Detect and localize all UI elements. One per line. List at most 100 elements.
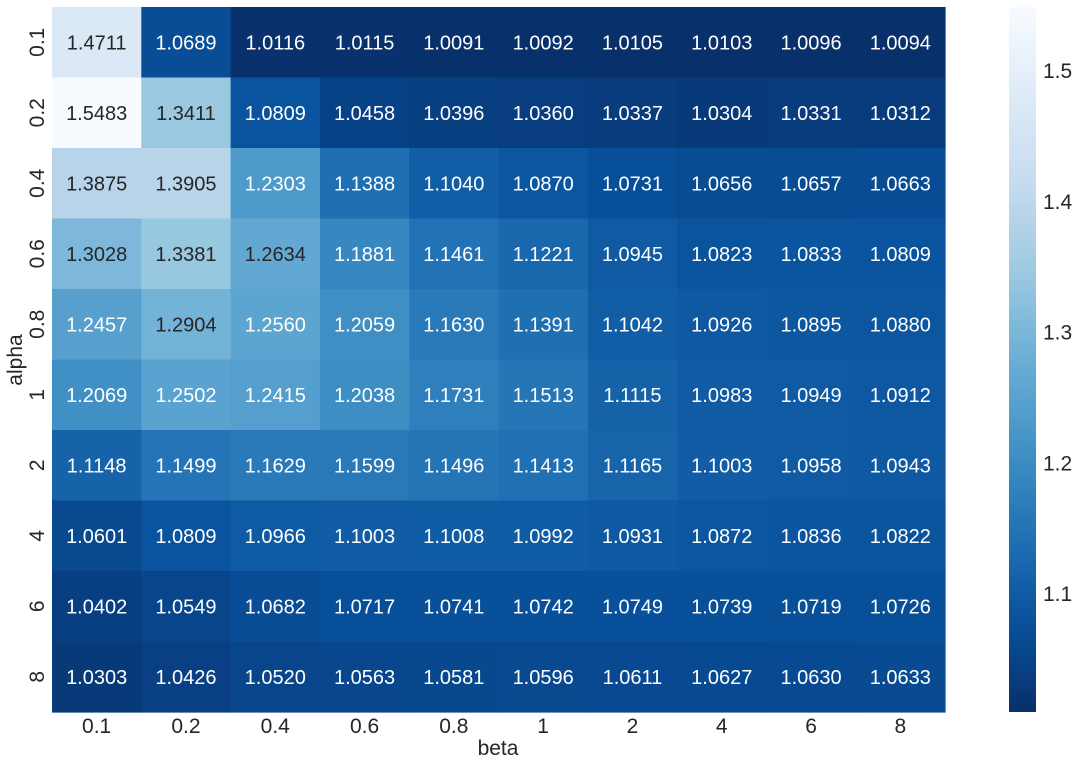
cell-value-label: 1.0091: [423, 32, 484, 54]
cell-value-label: 1.3028: [66, 244, 127, 266]
cell-value-label: 1.2457: [66, 314, 127, 336]
cell-value-label: 1.1003: [334, 526, 395, 548]
heatmap-cell: [52, 500, 142, 572]
cell-value-label: 1.0822: [870, 526, 931, 548]
heatmap-cell: [230, 218, 321, 290]
heatmap-cell: [587, 571, 678, 643]
cell-value-label: 1.2038: [334, 385, 395, 407]
heatmap-cell: [230, 77, 321, 149]
cell-value-label: 1.1388: [334, 173, 395, 195]
heatmap-cell: [409, 359, 500, 431]
heatmap-cell: [141, 430, 232, 502]
cell-value-label: 1.0657: [780, 173, 841, 195]
cell-value-label: 1.3411: [156, 103, 216, 125]
heatmap-cell: [52, 77, 142, 149]
heatmap-cell: [52, 571, 142, 643]
cell-value-label: 1.2303: [245, 173, 306, 195]
cell-value-label: 1.0630: [780, 667, 841, 689]
cell-value-label: 1.2069: [66, 385, 127, 407]
heatmap-cell: [498, 359, 589, 431]
heatmap-cell: [319, 148, 410, 220]
cell-value-label: 1.0682: [245, 596, 306, 618]
cell-value-label: 1.2904: [155, 314, 216, 336]
cell-value-label: 1.1042: [602, 314, 663, 336]
heatmap-cell: [587, 218, 678, 290]
y-tick-label: 6: [26, 600, 49, 612]
cell-value-label: 1.0304: [691, 103, 752, 125]
cell-value-label: 1.0549: [155, 596, 216, 618]
heatmap-cell: [52, 218, 142, 290]
cell-value-label: 1.0633: [870, 667, 931, 689]
heatmap-cell: [230, 500, 321, 572]
heatmap-cell: [587, 7, 678, 79]
y-tick-label: 0.4: [26, 168, 49, 198]
colorbar-tick-label: 1.4: [1043, 191, 1073, 214]
cell-value-label: 1.3905: [155, 173, 216, 195]
cell-value-label: 1.1881: [334, 244, 395, 266]
x-tick-label: 0.1: [82, 715, 111, 738]
heatmap-cell: [855, 359, 946, 431]
heatmap-cell: [141, 289, 232, 361]
heatmap-cell: [409, 148, 500, 220]
cell-value-label: 1.1413: [513, 455, 574, 477]
heatmap-cell: [766, 7, 857, 79]
heatmap-cell: [319, 77, 410, 149]
cell-value-label: 1.3381: [155, 244, 216, 266]
cell-value-label: 1.0809: [155, 526, 216, 548]
heatmap-cell: [587, 148, 678, 220]
y-tick-label: 4: [26, 530, 49, 542]
cell-value-label: 1.0656: [691, 173, 752, 195]
heatmap-cell: [855, 571, 946, 643]
heatmap-cell: [498, 430, 589, 502]
cell-value-label: 1.0092: [513, 32, 574, 54]
cell-value-label: 1.1115: [603, 385, 661, 407]
cell-value-label: 1.1040: [423, 173, 484, 195]
cell-value-label: 1.4711: [67, 32, 127, 54]
cell-value-label: 1.0337: [602, 103, 663, 125]
cell-value-label: 1.0739: [691, 596, 752, 618]
cell-value-label: 1.0689: [155, 32, 216, 54]
heatmap-cell: [677, 571, 767, 643]
heatmap-cell: [498, 77, 589, 149]
cell-value-label: 1.0581: [423, 667, 484, 689]
cell-value-label: 1.0096: [780, 32, 841, 54]
cell-value-label: 1.0719: [780, 596, 841, 618]
cell-value-label: 1.0331: [780, 103, 841, 125]
cell-value-label: 1.0115: [335, 32, 395, 54]
heatmap-cell: [409, 218, 500, 290]
cell-value-label: 1.0895: [780, 314, 841, 336]
cell-value-label: 1.5483: [66, 103, 127, 125]
colorbar-ticks: 1.1 1.2 1.3 1.4 1.5: [1043, 60, 1073, 606]
cell-value-label: 1.0663: [870, 173, 931, 195]
y-tick-label: 2: [26, 459, 49, 471]
cell-value-label: 1.0611: [603, 667, 663, 689]
cell-value-label: 1.1731: [423, 385, 484, 407]
cell-value-label: 1.0912: [870, 385, 931, 407]
heatmap-cell: [409, 430, 500, 502]
heatmap-cell: [855, 7, 946, 79]
heatmap-cell: [319, 359, 410, 431]
heatmap-cell: [677, 148, 767, 220]
x-tick-label: 4: [716, 715, 728, 738]
cell-value-label: 1.0726: [870, 596, 931, 618]
heatmap-cell: [587, 359, 678, 431]
cell-value-label: 1.1461: [423, 244, 484, 266]
heatmap-cell: [409, 77, 500, 149]
heatmap-cell: [319, 430, 410, 502]
heatmap-cell: [141, 359, 232, 431]
heatmap-cell: [766, 571, 857, 643]
heatmap-cell: [498, 641, 589, 713]
heatmap-cell: [498, 148, 589, 220]
heatmap-cell: [319, 641, 410, 713]
colorbar: [1009, 7, 1036, 712]
heatmap-cell: [52, 641, 142, 713]
heatmap-cell: [409, 289, 500, 361]
cell-value-label: 1.0809: [245, 103, 306, 125]
heatmap-cell: [766, 500, 857, 572]
cell-value-label: 1.0949: [780, 385, 841, 407]
cell-value-label: 1.1221: [513, 244, 574, 266]
heatmap-cell: [230, 430, 321, 502]
cell-value-label: 1.0872: [691, 526, 752, 548]
heatmap-cell: [319, 500, 410, 572]
